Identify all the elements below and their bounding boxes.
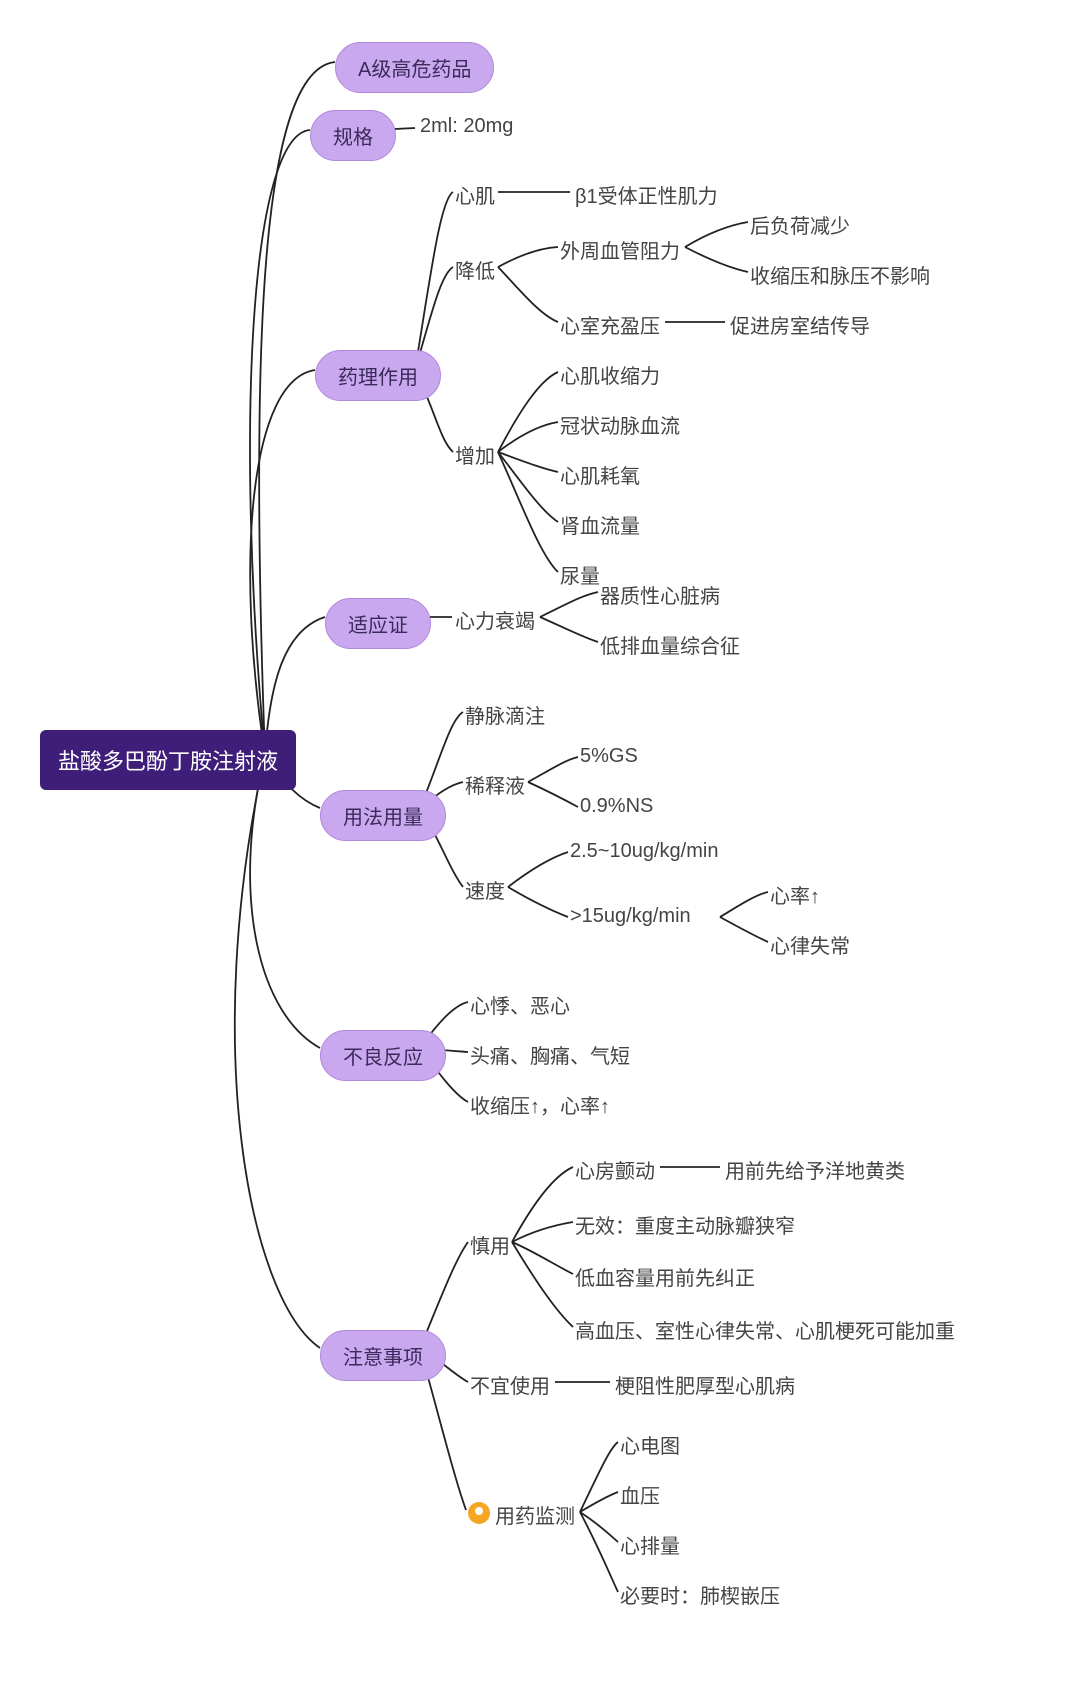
leaf-ph-ss: 收缩压和脉压不影响 <box>750 260 930 289</box>
leaf-cau1c: 低血容量用前先纠正 <box>575 1262 755 1291</box>
leaf-ind3: 低排血量综合征 <box>600 630 740 659</box>
leaf-ind1: 心力衰竭 <box>455 605 535 634</box>
leaf-dos2: 稀释液 <box>465 770 525 799</box>
leaf-ph-inc1: 心肌收缩力 <box>560 360 660 389</box>
leaf-ph-inc5: 尿量 <box>560 560 600 589</box>
leaf-ph-hf: 后负荷减少 <box>750 210 850 239</box>
leaf-cau1: 慎用 <box>470 1230 510 1259</box>
leaf-ind2: 器质性心脏病 <box>600 580 720 609</box>
leaf-cau3: 用药监测 <box>495 1500 575 1529</box>
leaf-ph-low: 降低 <box>455 255 495 284</box>
leaf-dos1: 静脉滴注 <box>465 700 545 729</box>
leaf-dos2a: 5%GS <box>580 745 638 768</box>
leaf-cau3b: 血压 <box>620 1480 660 1509</box>
leaf-cau1a2: 用前先给予洋地黄类 <box>725 1155 905 1184</box>
leaf-dos3b2: 心律失常 <box>770 930 850 959</box>
leaf-cau3c: 心排量 <box>620 1530 680 1559</box>
cat-a-grade[interactable]: A级高危药品 <box>335 42 494 93</box>
leaf-dos3a: 2.5~10ug/kg/min <box>570 840 718 863</box>
leaf-adv3: 收缩压↑，心率↑ <box>470 1090 610 1119</box>
leaf-cau1b: 无效：重度主动脉瓣狭窄 <box>575 1210 795 1239</box>
root-node[interactable]: 盐酸多巴酚丁胺注射液 <box>40 730 296 790</box>
leaf-cau2a: 梗阻性肥厚型心肌病 <box>615 1370 795 1399</box>
leaf-cau3d: 必要时：肺楔嵌压 <box>620 1580 780 1609</box>
leaf-adv2: 头痛、胸痛、气短 <box>470 1040 630 1069</box>
leaf-spec-val: 2ml: 20mg <box>420 115 513 138</box>
leaf-dos3: 速度 <box>465 875 505 904</box>
leaf-cau3a: 心电图 <box>620 1430 680 1459</box>
leaf-ph-xj: 心肌 <box>455 180 495 209</box>
leaf-cau1a: 心房颤动 <box>575 1155 655 1184</box>
leaf-ph-inc2: 冠状动脉血流 <box>560 410 680 439</box>
cat-dosage[interactable]: 用法用量 <box>320 790 446 841</box>
cat-spec[interactable]: 规格 <box>310 110 396 161</box>
cat-adverse[interactable]: 不良反应 <box>320 1030 446 1081</box>
leaf-dos2b: 0.9%NS <box>580 795 653 818</box>
edge-layer <box>0 0 1080 1694</box>
leaf-ph-xs: 心室充盈压 <box>560 310 660 339</box>
leaf-ph-wz: 外周血管阻力 <box>560 235 680 264</box>
cat-indic[interactable]: 适应证 <box>325 598 431 649</box>
leaf-ph-cj: 促进房室结传导 <box>730 310 870 339</box>
leaf-ph-inc4: 肾血流量 <box>560 510 640 539</box>
lightbulb-icon <box>468 1502 490 1524</box>
leaf-adv1: 心悸、恶心 <box>470 990 570 1019</box>
leaf-cau2: 不宜使用 <box>470 1370 550 1399</box>
leaf-dos3b1: 心率↑ <box>770 880 820 909</box>
cat-pharm[interactable]: 药理作用 <box>315 350 441 401</box>
leaf-dos3b: >15ug/kg/min <box>570 905 691 928</box>
leaf-ph-inc: 增加 <box>455 440 495 469</box>
leaf-cau1d: 高血压、室性心律失常、心肌梗死可能加重 <box>575 1315 955 1344</box>
leaf-ph-xj2: β1受体正性肌力 <box>575 180 718 209</box>
leaf-ph-inc3: 心肌耗氧 <box>560 460 640 489</box>
cat-caution[interactable]: 注意事项 <box>320 1330 446 1381</box>
